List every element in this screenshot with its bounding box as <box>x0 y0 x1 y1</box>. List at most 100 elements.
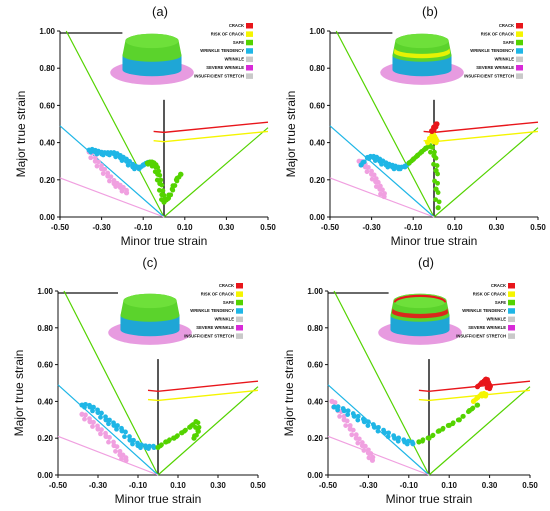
data-point <box>138 445 143 451</box>
data-point <box>82 416 87 422</box>
part-top <box>123 293 177 309</box>
data-point <box>331 404 337 410</box>
data-point <box>166 192 172 198</box>
y-tick-label: 1.00 <box>37 287 53 296</box>
data-point <box>88 149 94 155</box>
data-point <box>106 421 111 427</box>
y-tick-label: 0.40 <box>309 139 325 148</box>
data-point <box>107 417 112 423</box>
legend-label: INSUFFICIENT STRETCH <box>184 333 234 338</box>
x-axis-label: Minor true strain <box>391 234 478 248</box>
data-point <box>440 426 446 432</box>
legend-swatch <box>508 308 515 314</box>
pink-line <box>59 177 165 218</box>
data-point <box>419 148 425 154</box>
data-point <box>88 155 94 161</box>
data-point <box>100 171 106 176</box>
data-point <box>83 412 88 418</box>
x-tick-label: -0.30 <box>362 223 381 232</box>
data-point <box>385 434 391 440</box>
legend-label: CRACK <box>499 23 514 28</box>
chart-panel-2: (c) -0.50 -0.30 -0.10 0.10 0.30 0.50 0.00 0.20 0.… <box>12 255 266 506</box>
data-point <box>355 417 361 423</box>
legend-swatch <box>516 48 523 54</box>
legend-label: WRINKLE <box>486 317 506 322</box>
data-point <box>123 190 130 196</box>
x-tick-label: -0.30 <box>92 223 111 232</box>
fld-curve <box>423 121 539 134</box>
y-tick-label: 0.00 <box>37 471 53 480</box>
data-point <box>435 171 440 177</box>
data-point <box>182 428 187 434</box>
panel-label: (d) <box>418 255 434 270</box>
legend-swatch <box>236 291 243 297</box>
data-point <box>113 448 118 454</box>
x-tick-label: 0.30 <box>482 481 498 490</box>
data-point <box>123 457 129 463</box>
safe-line-left <box>65 30 165 218</box>
legend-label: WRINKLE <box>224 57 244 62</box>
data-point <box>127 437 133 443</box>
legend-swatch <box>246 48 253 54</box>
data-point <box>119 158 125 163</box>
data-point <box>107 152 112 158</box>
legend-label: WRINKLE TENDENCY <box>470 48 514 53</box>
data-point <box>373 184 379 189</box>
legend-swatch <box>516 65 523 71</box>
fld-offset-curve <box>418 389 531 402</box>
fld-offset-curve <box>423 130 539 143</box>
wrinkle-line <box>329 125 435 218</box>
data-point <box>435 190 441 195</box>
x-tick-label: 0.10 <box>447 223 463 232</box>
legend-label: SAFE <box>503 40 514 45</box>
pink-line <box>327 435 430 476</box>
data-point <box>404 441 410 447</box>
fld-curve <box>418 380 531 392</box>
legend-swatch <box>236 308 243 314</box>
data-point <box>337 414 343 419</box>
legend-swatch <box>246 31 253 37</box>
legend-swatch <box>246 23 253 29</box>
data-point <box>403 163 408 169</box>
data-point <box>344 418 350 424</box>
data-point <box>106 439 111 445</box>
data-point <box>102 166 108 172</box>
legend-swatch <box>236 316 243 323</box>
y-tick-label: 0.20 <box>37 434 53 443</box>
data-point <box>415 152 421 158</box>
data-point <box>355 413 361 419</box>
data-point <box>372 158 378 163</box>
data-point <box>475 394 481 400</box>
y-axis-label: Major true strain <box>12 350 26 437</box>
x-tick-label: -0.10 <box>129 481 148 490</box>
data-point <box>366 165 371 170</box>
data-point <box>369 457 376 463</box>
y-tick-label: 0.40 <box>307 397 323 406</box>
y-tick-label: 1.00 <box>307 287 323 296</box>
data-point <box>137 165 143 171</box>
x-axis-label: Minor true strain <box>386 492 473 506</box>
x-tick-label: -0.10 <box>404 223 423 232</box>
x-tick-label: -0.50 <box>319 481 338 490</box>
part-defect-band <box>391 308 449 319</box>
x-tick-label: 0.50 <box>260 223 276 232</box>
data-point <box>160 188 166 194</box>
wrinkle-line <box>57 384 159 476</box>
safe-line-right <box>428 386 531 476</box>
x-tick-label: 0.50 <box>250 481 266 490</box>
data-point <box>127 158 133 164</box>
legend-swatch <box>236 325 243 331</box>
data-point <box>99 410 104 416</box>
data-point <box>381 193 387 200</box>
data-point <box>475 383 481 389</box>
y-tick-label: 1.00 <box>39 27 55 36</box>
chart-panel-1: (b) -0.50 -0.30 -0.10 0.10 0.30 0.50 0.00 0.20 0.… <box>284 4 546 248</box>
legend-swatch <box>236 333 243 339</box>
data-point <box>436 199 442 205</box>
data-point <box>90 408 95 414</box>
legend-label: INSUFFICIENT STRETCH <box>194 73 244 78</box>
data-point <box>156 187 162 193</box>
y-tick-label: 0.80 <box>39 64 55 73</box>
y-tick-label: 0.00 <box>39 213 55 222</box>
data-point <box>131 437 136 443</box>
